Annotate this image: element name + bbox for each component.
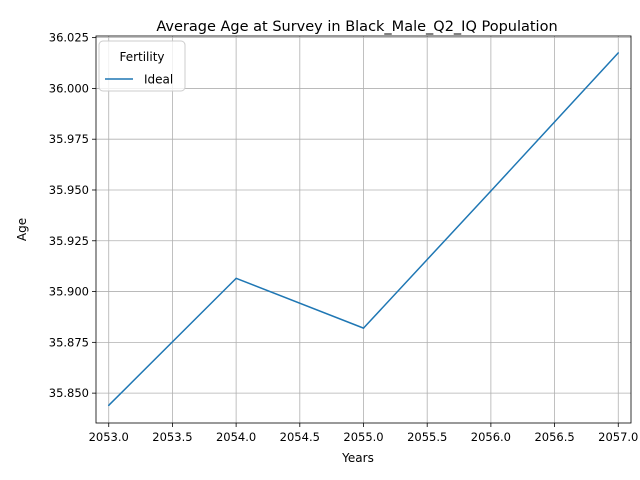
x-tick-label: 2054.0 [216, 430, 256, 444]
data-point [107, 404, 110, 407]
x-tick-label: 2056.5 [534, 430, 574, 444]
y-tick-label: 35.925 [49, 234, 89, 248]
x-tick-label: 2057.0 [598, 430, 638, 444]
y-tick-label: 35.975 [49, 132, 89, 146]
y-axis-label: Age [15, 218, 29, 241]
x-tick-label: 2055.5 [407, 430, 447, 444]
y-tick-label: 35.950 [49, 183, 89, 197]
y-tick-label: 35.875 [49, 335, 89, 349]
series-group [107, 52, 620, 407]
y-gridlines [96, 37, 631, 394]
y-tick-label: 36.000 [49, 81, 89, 95]
data-point [490, 190, 492, 192]
x-tick-label: 2056.0 [471, 430, 511, 444]
y-tick-label: 36.025 [49, 31, 89, 45]
data-point [235, 277, 237, 280]
y-tick-label: 35.900 [49, 285, 89, 299]
y-tick-label: 35.850 [49, 386, 89, 400]
legend-title: Fertility [119, 50, 164, 64]
chart-title: Average Age at Survey in Black_Male_Q2_I… [156, 19, 557, 35]
x-gridlines [108, 36, 619, 423]
x-tick-label: 2053.0 [89, 430, 129, 444]
y-axis: 35.850 35.875 35.900 35.925 35.950 35.975 36.0… [49, 31, 96, 400]
data-point [617, 52, 620, 54]
x-tick-label: 2055.0 [343, 430, 383, 444]
data-point [362, 327, 365, 329]
x-axis: 2053.0 2053.5 2054.0 2054.5 2055.0 2055.5 2056… [89, 423, 638, 444]
x-tick-label: 2053.5 [152, 430, 192, 444]
legend: Fertility Ideal [98, 40, 186, 92]
legend-entry-ideal: Ideal [144, 73, 173, 87]
x-tick-label: 2054.5 [280, 430, 320, 444]
x-axis-label: Years [341, 451, 374, 465]
